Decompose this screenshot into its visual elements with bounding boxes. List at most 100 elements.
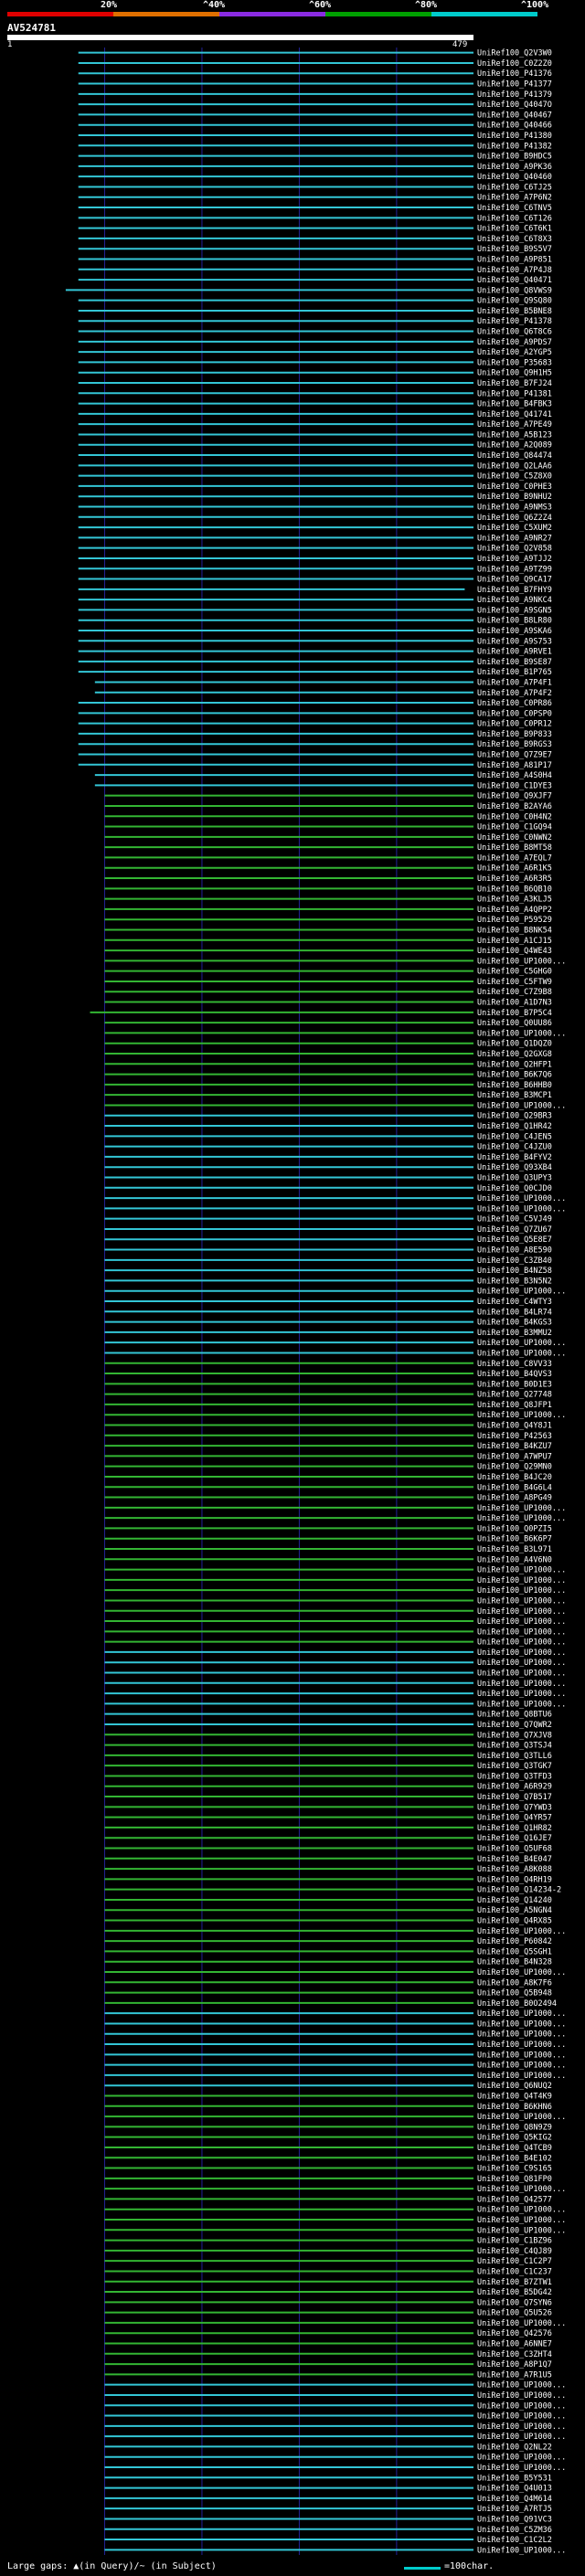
hit-label[interactable]: UniRef100_UP1000... [477,1288,566,1297]
hit-label[interactable]: UniRef100_UP1000... [477,2422,566,2432]
hit-label[interactable]: UniRef100_Q7Z9E7 [477,751,552,760]
hit-label[interactable]: UniRef100_UP1000... [477,1204,566,1214]
hit-label[interactable]: UniRef100_Q4T4K9 [477,2092,552,2101]
hit-label[interactable]: UniRef100_B4LR74 [477,1308,552,1317]
hit-label[interactable]: UniRef100_Q81FP0 [477,2175,552,2184]
hit-label[interactable]: UniRef100_C6TJ25 [477,183,552,192]
hit-label[interactable]: UniRef100_UP1000... [477,2041,566,2050]
hit-label[interactable]: UniRef100_Q41741 [477,410,552,419]
hit-label[interactable]: UniRef100_C1C2L2 [477,2536,552,2545]
hit-label[interactable]: UniRef100_C3ZHT4 [477,2350,552,2359]
hit-label[interactable]: UniRef100_A9PK36 [477,163,552,172]
hit-label[interactable]: UniRef100_C8VV33 [477,1360,552,1369]
hit-label[interactable]: UniRef100_Q5KIG2 [477,2134,552,2143]
hit-label[interactable]: UniRef100_Q3UPY3 [477,1173,552,1182]
hit-label[interactable]: UniRef100_UP1000... [477,2019,566,2029]
hit-label[interactable]: UniRef100_A7WPU7 [477,1452,552,1461]
hit-label[interactable]: UniRef100_B4G6L4 [477,1483,552,1492]
hit-label[interactable]: UniRef100_C5FTW9 [477,978,552,987]
hit-label[interactable]: UniRef100_Q8JFP1 [477,1401,552,1410]
hit-label[interactable]: UniRef100_A9NMS3 [477,504,552,513]
hit-label[interactable]: UniRef100_A9TZ99 [477,565,552,574]
hit-label[interactable]: UniRef100_Q9H1H5 [477,369,552,378]
hit-label[interactable]: UniRef100_C4QJ89 [477,2247,552,2256]
hit-label[interactable]: UniRef100_A7RTJ5 [477,2505,552,2514]
hit-label[interactable]: UniRef100_C6T8X3 [477,235,552,244]
hit-label[interactable]: UniRef100_C6T126 [477,214,552,223]
hit-label[interactable]: UniRef100_UP1000... [477,2062,566,2071]
hit-label[interactable]: UniRef100_UP1000... [477,1638,566,1648]
hit-label[interactable]: UniRef100_A1CJ15 [477,937,552,946]
hit-label[interactable]: UniRef100_A9S753 [477,637,552,646]
hit-label[interactable]: UniRef100_B9RGS3 [477,740,552,749]
hit-label[interactable]: UniRef100_P35683 [477,358,552,367]
hit-label[interactable]: UniRef100_C0NWN2 [477,833,552,843]
hit-label[interactable]: UniRef100_C7Z9B8 [477,988,552,997]
hit-label[interactable]: UniRef100_Q2V3W0 [477,49,552,58]
hit-label[interactable]: UniRef100_A5B123 [477,430,552,440]
hit-label[interactable]: UniRef100_Q8BTU6 [477,1711,552,1720]
hit-label[interactable]: UniRef100_A9SKA6 [477,627,552,636]
hit-label[interactable]: UniRef100_B5DG42 [477,2288,552,2297]
hit-label[interactable]: UniRef100_UP1000... [477,2030,566,2040]
hit-label[interactable]: UniRef100_Q2GXG8 [477,1050,552,1059]
hit-label[interactable]: UniRef100_C1C237 [477,2267,552,2276]
hit-label[interactable]: UniRef100_Q7QWR2 [477,1721,552,1730]
hit-label[interactable]: UniRef100_A3KLJ5 [477,896,552,905]
hit-label[interactable]: UniRef100_UP1000... [477,1648,566,1658]
hit-label[interactable]: UniRef100_P60842 [477,1937,552,1946]
hit-label[interactable]: UniRef100_UP1000... [477,2319,566,2328]
hit-label[interactable]: UniRef100_A6R1K5 [477,864,552,874]
hit-label[interactable]: UniRef100_UP1000... [477,2009,566,2019]
hit-label[interactable]: UniRef100_Q9SQ80 [477,297,552,306]
hit-label[interactable]: UniRef100_C1BZ96 [477,2237,552,2246]
hit-label[interactable]: UniRef100_B4N328 [477,1958,552,1967]
hit-label[interactable]: UniRef100_Q14234-2 [477,1886,561,1895]
hit-label[interactable]: UniRef100_Q16JE7 [477,1834,552,1843]
hit-label[interactable]: UniRef100_UP1000... [477,1576,566,1585]
hit-label[interactable]: UniRef100_A9NKC4 [477,596,552,605]
hit-label[interactable]: UniRef100_C1C2P7 [477,2257,552,2266]
hit-label[interactable]: UniRef100_C1GQ94 [477,823,552,832]
hit-label[interactable]: UniRef100_Q2NL22 [477,2443,552,2452]
hit-label[interactable]: UniRef100_A2Q089 [477,441,552,451]
hit-label[interactable]: UniRef100_Q4Y8J1 [477,1422,552,1431]
hit-label[interactable]: UniRef100_A8K7F6 [477,1978,552,1988]
hit-label[interactable]: UniRef100_Q4RH19 [477,1875,552,1884]
hit-label[interactable]: UniRef100_A5NGN4 [477,1906,552,1915]
hit-label[interactable]: UniRef100_Q8VWS9 [477,286,552,295]
hit-label[interactable]: UniRef100_P41376 [477,69,552,79]
hit-label[interactable]: UniRef100_Q40467 [477,111,552,120]
hit-label[interactable]: UniRef100_UP1000... [477,1607,566,1617]
hit-label[interactable]: UniRef100_B7FJ24 [477,379,552,388]
hit-label[interactable]: UniRef100_B6KHN6 [477,2103,552,2112]
hit-label[interactable]: UniRef100_B3MMU2 [477,1329,552,1338]
hit-label[interactable]: UniRef100_UP1000... [477,2381,566,2390]
hit-label[interactable]: UniRef100_Q7B517 [477,1793,552,1802]
hit-label[interactable]: UniRef100_C0PSP0 [477,709,552,718]
hit-label[interactable]: UniRef100_C4JZU0 [477,1143,552,1152]
hit-label[interactable]: UniRef100_P41379 [477,90,552,100]
hit-label[interactable]: UniRef100_A7R1U5 [477,2370,552,2380]
hit-label[interactable]: UniRef100_Q5SGH1 [477,1947,552,1956]
hit-label[interactable]: UniRef100_Q0CJD0 [477,1184,552,1193]
hit-label[interactable]: UniRef100_A9P851 [477,255,552,264]
hit-label[interactable]: UniRef100_UP1000... [477,1101,566,1110]
hit-label[interactable]: UniRef100_Q4047O [477,101,552,110]
hit-label[interactable]: UniRef100_B4KGS3 [477,1319,552,1328]
hit-label[interactable]: UniRef100_UP1000... [477,2226,566,2235]
hit-label[interactable]: UniRef100_Q1HR82 [477,1824,552,1833]
hit-label[interactable]: UniRef100_A7P4F1 [477,678,552,687]
hit-label[interactable]: UniRef100_B8MT58 [477,843,552,853]
hit-label[interactable]: UniRef100_B4NZ58 [477,1267,552,1276]
hit-label[interactable]: UniRef100_C4JEN5 [477,1132,552,1141]
hit-label[interactable]: UniRef100_Q84474 [477,451,552,461]
hit-label[interactable]: UniRef100_Q1DQZ0 [477,1040,552,1049]
hit-label[interactable]: UniRef100_Q1HR42 [477,1122,552,1131]
hit-label[interactable]: UniRef100_Q7YWD3 [477,1803,552,1812]
hit-label[interactable]: UniRef100_Q3TGK7 [477,1762,552,1771]
hit-label[interactable]: UniRef100_Q5UF68 [477,1844,552,1853]
hit-label[interactable]: UniRef100_A9SGN5 [477,606,552,615]
hit-label[interactable]: UniRef100_Q9CA17 [477,576,552,585]
hit-label[interactable]: UniRef100_Q40471 [477,276,552,285]
